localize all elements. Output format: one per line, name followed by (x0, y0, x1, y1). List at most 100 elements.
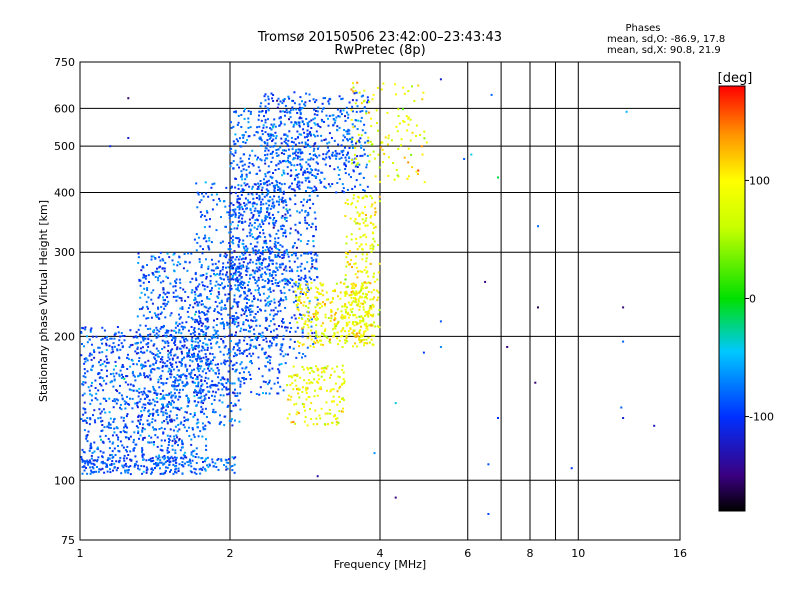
data-point (172, 337, 175, 340)
data-point (249, 313, 252, 316)
data-point (160, 377, 163, 380)
data-point (85, 434, 88, 437)
data-point (230, 334, 233, 337)
data-point (97, 389, 100, 392)
data-point (303, 267, 306, 270)
data-point (303, 136, 306, 139)
data-point (359, 320, 362, 323)
data-point (137, 252, 140, 255)
data-point (278, 203, 280, 206)
data-point (362, 308, 365, 311)
data-point (112, 406, 115, 409)
data-point (312, 98, 315, 101)
data-point (328, 114, 331, 117)
data-point (245, 378, 248, 381)
data-point (141, 454, 144, 457)
data-point (204, 428, 207, 431)
data-point (245, 267, 248, 270)
data-point (364, 219, 367, 222)
data-point (288, 270, 291, 273)
data-point (82, 383, 85, 386)
data-point (166, 434, 169, 437)
data-point (330, 317, 333, 320)
data-point (325, 153, 328, 156)
data-point (131, 407, 134, 410)
data-point (230, 273, 233, 276)
data-point (161, 365, 164, 367)
data-point (229, 317, 232, 319)
data-point (369, 216, 372, 219)
data-point (146, 328, 149, 330)
data-point (305, 398, 308, 401)
data-point (264, 327, 267, 330)
data-point (185, 321, 188, 324)
data-point (192, 332, 195, 335)
data-point (280, 216, 283, 219)
data-point (303, 406, 305, 408)
data-point (256, 241, 259, 244)
data-point (165, 335, 168, 338)
data-point (352, 290, 355, 293)
data-point (257, 166, 260, 169)
data-point (188, 364, 191, 367)
data-point (108, 440, 111, 443)
data-point (175, 461, 177, 464)
data-point (298, 342, 301, 344)
data-point (204, 236, 207, 239)
data-point (178, 408, 181, 411)
data-point (337, 421, 340, 424)
data-point (122, 419, 125, 422)
data-point (315, 228, 317, 231)
data-point (125, 415, 128, 418)
data-point (255, 203, 258, 206)
data-point (187, 315, 190, 318)
data-point (127, 466, 130, 468)
data-point (312, 189, 315, 192)
data-point (98, 351, 101, 354)
data-point (191, 427, 194, 429)
data-point (294, 290, 297, 293)
data-point (220, 362, 223, 365)
data-point (191, 459, 194, 462)
data-point (381, 148, 384, 151)
data-point (307, 332, 310, 335)
data-point (352, 82, 354, 85)
data-point (159, 398, 162, 401)
data-point (255, 324, 258, 327)
data-point (297, 148, 300, 151)
data-point (193, 334, 196, 337)
data-point (298, 124, 301, 127)
data-point (264, 309, 267, 312)
data-point (255, 237, 258, 240)
y-axis-label: Stationary phase Virtual Height [km] (37, 200, 50, 402)
data-point (129, 344, 132, 347)
data-point (165, 275, 168, 278)
data-point (372, 245, 375, 248)
data-point (366, 297, 369, 300)
data-point (202, 248, 204, 251)
data-point (270, 123, 273, 126)
data-point (175, 361, 178, 364)
data-point (298, 221, 301, 224)
data-point (356, 166, 359, 168)
data-point (393, 178, 396, 181)
data-point (268, 295, 270, 298)
data-point (344, 342, 347, 345)
data-point (187, 329, 190, 332)
data-point (183, 344, 186, 347)
data-point (236, 267, 239, 270)
data-point (292, 141, 295, 144)
data-point (188, 458, 191, 461)
data-point (387, 156, 390, 159)
data-point (177, 467, 180, 470)
data-point (155, 270, 158, 273)
data-point (124, 471, 127, 474)
data-point (171, 365, 174, 368)
data-point (361, 154, 364, 157)
data-point (344, 315, 347, 318)
data-point (376, 289, 379, 292)
data-point (306, 366, 309, 369)
data-point (242, 168, 245, 171)
data-point (273, 243, 276, 245)
data-point (228, 392, 231, 395)
